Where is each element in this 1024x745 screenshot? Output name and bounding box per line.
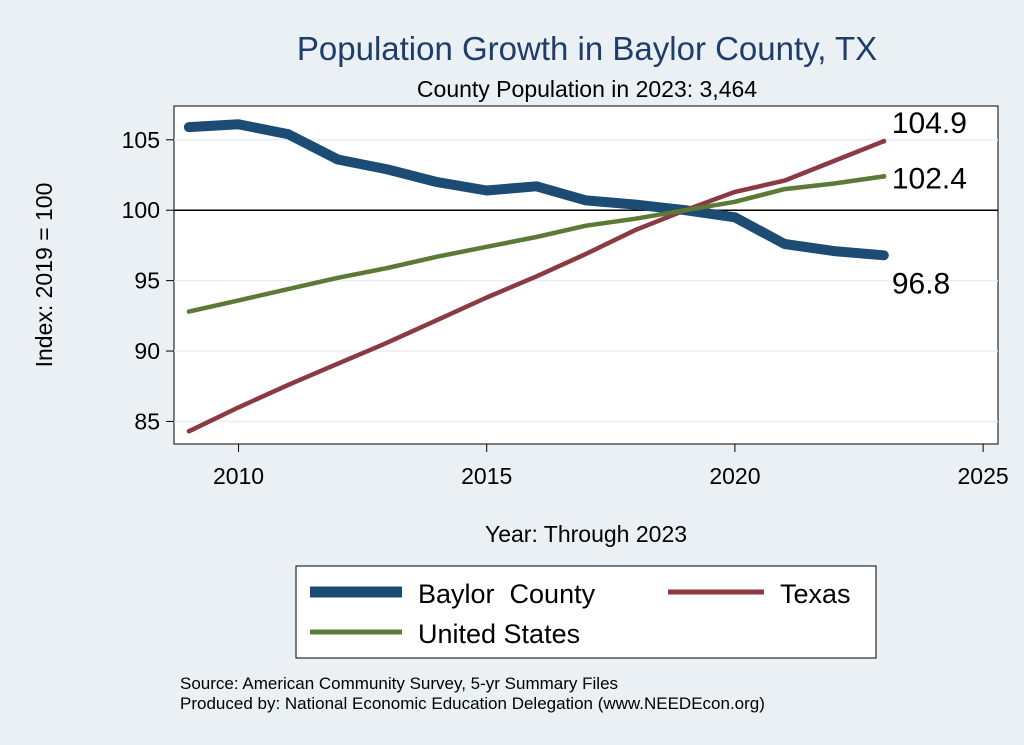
- axes: 85 90 95 100 105 2010 2015 2020 2025: [122, 127, 1009, 489]
- chart-title: Population Growth in Baylor County, TX: [297, 30, 877, 67]
- legend-label-us: United States: [418, 619, 580, 649]
- y-tick-label: 85: [134, 408, 160, 434]
- y-tick-label: 100: [122, 197, 160, 223]
- chart-subtitle: County Population in 2023: 3,464: [417, 76, 757, 102]
- series-line-1: [186, 138, 887, 434]
- series-line-2: [186, 174, 887, 314]
- series-end-marker-1: [881, 138, 887, 144]
- x-tick-label: 2010: [213, 463, 264, 489]
- legend-label-baylor: Baylor County: [418, 579, 596, 609]
- series-end-label-0: 96.8: [892, 267, 950, 300]
- legend-box: [295, 565, 877, 659]
- producer-note: Produced by: National Economic Education…: [180, 694, 765, 713]
- source-note: Source: American Community Survey, 5-yr …: [180, 674, 618, 693]
- legend-label-texas: Texas: [780, 579, 851, 609]
- legend: Baylor County Texas United States: [295, 565, 877, 659]
- x-tick-label: 2020: [709, 463, 760, 489]
- series-end-label-2: 102.4: [892, 162, 967, 195]
- plot-area: [173, 105, 999, 445]
- y-tick-label: 95: [134, 268, 160, 294]
- series-line-0: [183, 119, 889, 261]
- x-tick-label: 2025: [958, 463, 1009, 489]
- series-end-marker-2: [881, 173, 887, 179]
- series-end-label-1: 104.9: [892, 107, 967, 140]
- y-tick-label: 90: [134, 338, 160, 364]
- y-tick-label: 105: [122, 127, 160, 153]
- end-labels: 96.8 104.9 102.4: [881, 107, 967, 300]
- series-end-marker-0: [881, 252, 887, 258]
- series-lines: [183, 119, 889, 434]
- x-axis-label: Year: Through 2023: [485, 521, 687, 547]
- x-tick-label: 2015: [461, 463, 512, 489]
- y-axis-label: Index: 2019 = 100: [31, 183, 57, 368]
